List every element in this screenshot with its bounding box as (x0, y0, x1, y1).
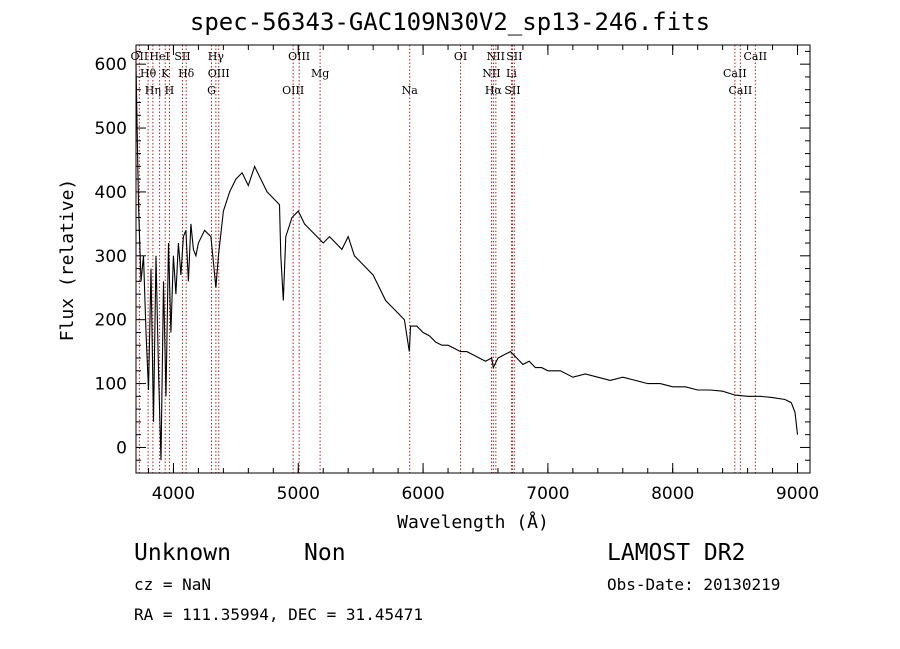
redshift-cz: cz = NaN (134, 575, 212, 594)
line-label: G (207, 84, 216, 97)
line-label: OII (131, 50, 149, 63)
y-tick-label: 100 (95, 375, 127, 395)
line-label: CaII (729, 84, 753, 97)
chart-title: spec-56343-GAC109N30V2_sp13-246.fits (189, 8, 711, 36)
line-label: Hγ (208, 50, 225, 63)
plot-frame (135, 44, 811, 474)
x-tick-label: 6000 (401, 484, 444, 504)
line-label: SII (504, 84, 520, 97)
line-label: Na (402, 84, 419, 97)
y-tick-label: 200 (95, 311, 127, 331)
x-tick-label: 9000 (776, 484, 819, 504)
line-label: H (165, 84, 175, 97)
coordinates: RA = 111.35994, DEC = 31.45471 (134, 605, 423, 624)
line-label: SII (506, 50, 522, 63)
line-label: Hα (485, 84, 503, 97)
line-label: CaII (723, 67, 747, 80)
y-axis-ticks: 0 100 200 300 400 500 600 (95, 50, 810, 461)
y-tick-label: 0 (116, 438, 127, 458)
object-class: Unknown (134, 540, 231, 566)
line-label: NII (482, 67, 500, 80)
spectrum-line (135, 64, 799, 461)
line-label: OIII (282, 84, 304, 97)
line-label: Mg (311, 67, 329, 80)
x-tick-label: 4000 (152, 484, 195, 504)
line-label: CaII (743, 50, 767, 63)
line-label: K (161, 67, 170, 80)
emission-line-markers (138, 45, 756, 473)
y-axis-label: Flux (relative) (57, 179, 78, 342)
line-label: Hδ (178, 67, 195, 80)
x-axis-ticks: 4000 5000 6000 7000 8000 9000 (147, 45, 819, 504)
emission-line-labels: OIIHθHηHeIKHSIIHδGHγOIIIOIIIOIIIMgNaOINI… (131, 50, 768, 97)
y-tick-label: 400 (95, 183, 127, 203)
line-label: OIII (208, 67, 230, 80)
y-tick-label: 500 (95, 119, 127, 139)
observation-date: Obs-Date: 20130219 (607, 575, 781, 594)
line-label: Hθ (140, 67, 157, 80)
line-label: OI (454, 50, 467, 63)
y-tick-label: 300 (95, 247, 127, 267)
line-label: Hη (145, 84, 161, 97)
x-tick-label: 8000 (651, 484, 694, 504)
line-label: Li (506, 67, 517, 80)
line-label: HeI (149, 50, 169, 63)
x-axis-label: Wavelength (Å) (397, 511, 549, 533)
x-tick-label: 7000 (526, 484, 569, 504)
line-label: OIII (288, 50, 310, 63)
line-label: SII (174, 50, 190, 63)
survey-name: LAMOST DR2 (607, 540, 746, 566)
x-tick-label: 5000 (277, 484, 320, 504)
line-label: NII (487, 50, 505, 63)
object-subclass: Non (304, 540, 346, 566)
y-tick-label: 600 (95, 55, 127, 75)
